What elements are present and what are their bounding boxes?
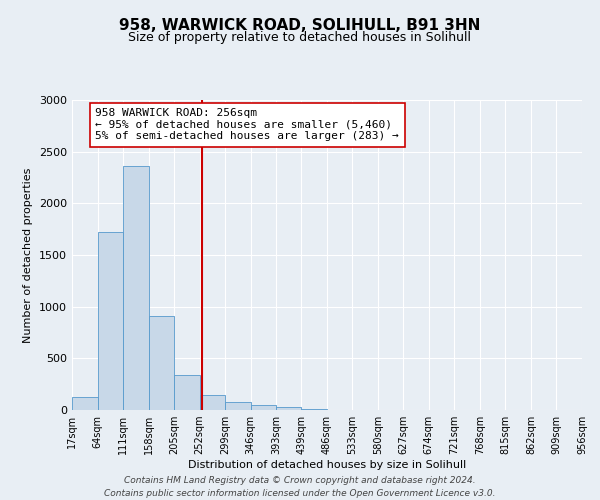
Text: 958, WARWICK ROAD, SOLIHULL, B91 3HN: 958, WARWICK ROAD, SOLIHULL, B91 3HN [119,18,481,32]
Bar [225,402,251,410]
Bar [276,408,301,410]
Bar [251,405,276,410]
Bar [123,166,149,410]
Bar [98,232,123,410]
Bar [301,409,327,410]
Bar [72,396,98,410]
Bar [149,316,174,410]
Text: Size of property relative to detached houses in Solihull: Size of property relative to detached ho… [128,31,472,44]
Y-axis label: Number of detached properties: Number of detached properties [23,168,34,342]
Text: 958 WARWICK ROAD: 256sqm
← 95% of detached houses are smaller (5,460)
5% of semi: 958 WARWICK ROAD: 256sqm ← 95% of detach… [95,108,399,142]
Text: Contains HM Land Registry data © Crown copyright and database right 2024.
Contai: Contains HM Land Registry data © Crown c… [104,476,496,498]
X-axis label: Distribution of detached houses by size in Solihull: Distribution of detached houses by size … [188,460,466,470]
Bar [174,375,200,410]
Bar [200,394,225,410]
